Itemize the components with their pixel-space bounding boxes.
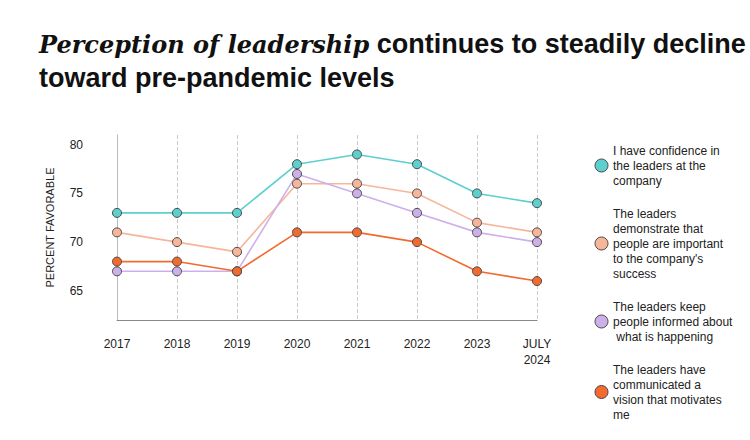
svg-text:continues to steadily decline: continues to steadily decline [369, 29, 746, 59]
svg-text:company: company [613, 174, 662, 188]
svg-text:vision that motivates: vision that motivates [613, 393, 725, 407]
svg-text:2019: 2019 [224, 337, 251, 351]
svg-text:Perception of leadership: Perception of leadership [38, 30, 369, 59]
svg-text:I have confidence in: I have confidence in [613, 144, 723, 158]
svg-text:JULY: JULY [523, 337, 551, 351]
svg-text:communicated a: communicated a [613, 378, 704, 392]
svg-text:80: 80 [70, 138, 84, 152]
svg-text:people informed about: people informed about [613, 315, 733, 329]
svg-text:65: 65 [70, 284, 84, 298]
svg-text:70: 70 [70, 235, 84, 249]
svg-text:The leaders have: The leaders have [613, 363, 709, 377]
svg-text:to the company's: to the company's [613, 252, 707, 266]
svg-text:the leaders at the: the leaders at the [613, 159, 709, 173]
svg-text:2017: 2017 [104, 337, 131, 351]
svg-text:2020: 2020 [284, 337, 311, 351]
svg-text:The leaders: The leaders [613, 207, 680, 221]
svg-text:what is happening: what is happening [613, 330, 713, 344]
svg-text:2023: 2023 [464, 337, 491, 351]
svg-text:people are important: people are important [613, 237, 726, 251]
svg-text:success: success [613, 267, 656, 281]
svg-text:75: 75 [70, 186, 84, 200]
svg-text:PERCENT FAVORABLE: PERCENT FAVORABLE [44, 167, 56, 287]
svg-text:2022: 2022 [404, 337, 431, 351]
svg-text:2024: 2024 [524, 353, 551, 367]
svg-text:toward pre-pandemic levels: toward pre-pandemic levels [39, 63, 395, 93]
svg-text:2018: 2018 [164, 337, 191, 351]
svg-text:demonstrate that: demonstrate that [613, 222, 706, 236]
svg-text:2021: 2021 [344, 337, 371, 351]
svg-text:The leaders keep: The leaders keep [613, 300, 709, 314]
svg-text:me: me [613, 408, 630, 422]
